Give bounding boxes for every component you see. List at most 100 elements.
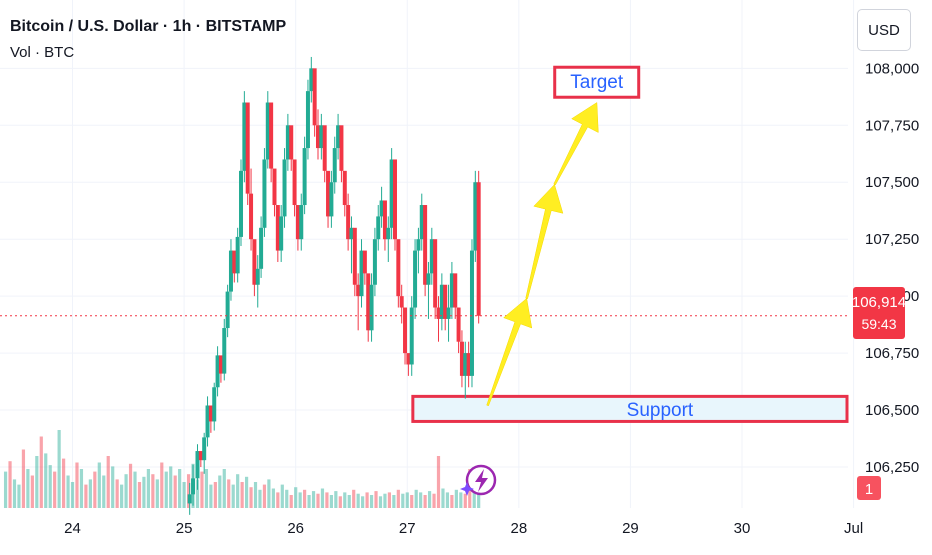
volume-bar xyxy=(303,489,307,508)
candle-body xyxy=(372,239,377,285)
candle-body xyxy=(379,200,384,217)
volume-bar xyxy=(450,495,454,508)
volume-bar xyxy=(218,475,222,508)
candle-body xyxy=(292,159,297,206)
time-axis[interactable]: 24 25 26 27 28 29 30 Jul xyxy=(64,520,863,537)
volume-bar xyxy=(88,479,92,508)
candle-body xyxy=(232,250,237,274)
lightning-icon[interactable] xyxy=(460,464,497,496)
price-axis[interactable]: 106,250106,500106,750107,000107,250107,5… xyxy=(865,60,919,476)
candle-body xyxy=(473,182,478,251)
candle-body xyxy=(255,268,260,285)
volume-bar xyxy=(57,430,61,508)
volume-bar xyxy=(209,484,213,508)
candle-body xyxy=(269,102,274,169)
candle-body xyxy=(222,328,227,374)
price-badge: 106,914 59:43 xyxy=(852,287,906,339)
candle-body xyxy=(302,148,307,206)
volume-bar xyxy=(227,479,231,508)
currency-button[interactable]: USD xyxy=(857,9,911,51)
volume-bar xyxy=(338,496,342,508)
volume-bar xyxy=(178,469,182,508)
candle-body xyxy=(326,170,331,217)
volume-bar xyxy=(39,436,43,508)
volume-bar xyxy=(30,475,34,508)
candle-body xyxy=(242,102,247,171)
candle-body xyxy=(349,227,354,240)
candle-body xyxy=(191,478,196,495)
price-tick-label: 107,500 xyxy=(865,174,919,191)
candle-body xyxy=(309,68,314,92)
candle-body xyxy=(289,125,294,160)
alert-badge[interactable]: 1 xyxy=(857,476,881,500)
candle-body xyxy=(285,125,290,160)
candle-body xyxy=(446,307,451,319)
candle-body xyxy=(426,273,431,285)
forecast-arrow xyxy=(486,297,533,407)
volume-bar xyxy=(383,493,387,508)
forecast-arrows[interactable] xyxy=(486,102,599,407)
volume-bar xyxy=(142,476,146,508)
volume-bar xyxy=(298,492,302,508)
candle-body xyxy=(262,159,267,228)
candle-body xyxy=(366,273,371,331)
candle-body xyxy=(392,159,397,240)
candle-body xyxy=(359,250,364,297)
volume-bar xyxy=(84,484,88,508)
volume-bar xyxy=(329,495,333,508)
volume-bar xyxy=(26,469,30,508)
volume-bars xyxy=(3,430,481,508)
volume-bar xyxy=(472,482,476,508)
candle-body xyxy=(439,284,444,319)
volume-bar xyxy=(222,469,226,508)
time-tick-label: 28 xyxy=(510,520,527,537)
volume-bar xyxy=(12,479,17,508)
support-zone[interactable]: Support xyxy=(411,394,849,423)
volume-bar xyxy=(267,479,271,508)
volume-bar xyxy=(356,493,360,508)
volume-bar xyxy=(325,492,329,508)
volume-bar xyxy=(262,484,267,508)
volume-bar xyxy=(204,469,209,508)
volume-bar xyxy=(477,487,481,508)
candle-body xyxy=(249,193,254,240)
target-annotation[interactable]: Target xyxy=(553,65,641,99)
time-tick-label: 25 xyxy=(176,520,193,537)
time-tick-label: 27 xyxy=(399,520,416,537)
time-tick-label: Jul xyxy=(844,520,863,537)
volume-bar xyxy=(414,489,418,508)
volume-bar xyxy=(463,493,467,508)
target-box[interactable] xyxy=(553,65,641,99)
volume-bar xyxy=(454,489,458,508)
volume-bar xyxy=(128,463,133,508)
volume-bar xyxy=(289,495,293,508)
candle-body xyxy=(295,205,300,240)
price-tick-label: 107,250 xyxy=(865,231,919,248)
candle-body xyxy=(235,236,240,274)
volume-bar xyxy=(236,474,240,508)
candle-body xyxy=(228,250,233,292)
volume-bar xyxy=(231,484,235,508)
support-zone-border[interactable] xyxy=(411,394,849,423)
volume-bar xyxy=(258,489,262,508)
candle-countdown: 59:43 xyxy=(861,316,896,332)
candle-body xyxy=(342,170,347,206)
volume-bar xyxy=(160,462,164,508)
candle-body xyxy=(399,296,404,308)
candle-body xyxy=(443,284,448,319)
volume-bar xyxy=(120,484,124,508)
candle-body xyxy=(252,239,257,285)
volume-bar xyxy=(17,484,21,508)
volume-bar xyxy=(93,471,97,508)
candle-body xyxy=(316,125,320,149)
volume-bar xyxy=(133,471,137,508)
volume-bar xyxy=(423,495,427,508)
volume-bar xyxy=(173,475,177,508)
candle-body xyxy=(299,205,304,240)
volume-bar xyxy=(392,495,396,508)
price-tick-label: 108,000 xyxy=(865,60,919,77)
candle-body xyxy=(187,494,192,504)
volume-label: Vol · BTC xyxy=(10,44,75,61)
